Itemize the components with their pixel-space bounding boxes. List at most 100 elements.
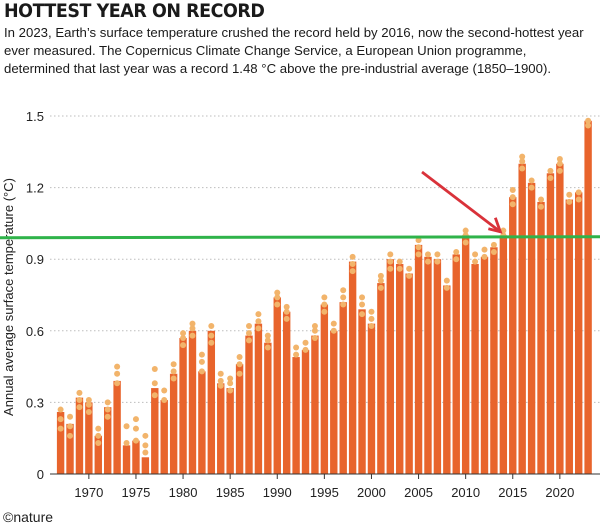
- bar: [141, 457, 150, 474]
- data-point: [114, 380, 121, 387]
- x-tick-label: 1970: [74, 485, 103, 500]
- x-tick-label: 1985: [216, 485, 245, 500]
- data-point: [264, 344, 271, 351]
- data-point: [114, 363, 121, 370]
- data-point: [255, 311, 262, 318]
- data-point: [114, 370, 121, 377]
- data-point: [76, 397, 83, 404]
- data-point: [528, 184, 535, 191]
- data-point: [180, 334, 187, 341]
- data-point: [509, 186, 516, 193]
- data-point: [462, 239, 469, 246]
- x-tick-label: 1975: [121, 485, 150, 500]
- data-point: [189, 325, 196, 332]
- bar: [461, 235, 470, 474]
- data-point: [462, 227, 469, 234]
- data-point: [481, 253, 488, 260]
- data-point: [170, 375, 177, 382]
- bar: [56, 411, 65, 474]
- dataset-dots: [57, 117, 592, 456]
- data-point: [424, 251, 431, 258]
- data-point: [538, 203, 545, 210]
- data-point: [566, 191, 573, 198]
- bar: [490, 247, 498, 474]
- data-point: [490, 241, 497, 248]
- data-point: [509, 194, 516, 201]
- data-point: [208, 339, 215, 346]
- bar: [509, 197, 517, 474]
- bar: [405, 273, 413, 474]
- data-point: [321, 301, 328, 308]
- data-point: [519, 158, 526, 165]
- data-point: [198, 358, 205, 365]
- bar: [122, 445, 131, 474]
- data-point: [368, 323, 375, 330]
- data-point: [236, 354, 243, 361]
- data-point: [283, 303, 290, 310]
- data-point: [387, 265, 394, 272]
- data-point: [95, 439, 102, 446]
- data-point: [227, 375, 234, 382]
- y-tick-label: 1.5: [26, 109, 44, 124]
- data-point: [330, 320, 337, 327]
- data-point: [293, 351, 300, 358]
- bar: [75, 397, 84, 474]
- arrow-shaft: [421, 170, 502, 233]
- data-point: [274, 294, 281, 301]
- data-point: [293, 344, 300, 351]
- bar: [367, 323, 376, 474]
- chart-title: HOTTEST YEAR ON RECORD: [4, 0, 265, 22]
- x-tick-label: 2010: [451, 485, 480, 500]
- bar: [85, 402, 93, 474]
- data-point: [85, 408, 92, 415]
- bar: [113, 380, 121, 474]
- y-tick-label: 0.9: [26, 252, 44, 267]
- data-point: [76, 389, 83, 396]
- data-point: [151, 380, 158, 387]
- bar: [160, 400, 168, 474]
- data-point: [434, 251, 441, 258]
- bar: [273, 297, 281, 474]
- arrow-head: [488, 217, 503, 234]
- data-point: [104, 413, 111, 420]
- data-point: [330, 327, 337, 334]
- data-point: [274, 301, 281, 308]
- bar: [254, 323, 263, 474]
- bar: [565, 199, 573, 475]
- data-point: [359, 311, 366, 318]
- x-tick-label: 2000: [357, 485, 386, 500]
- data-point: [246, 337, 252, 344]
- data-point: [321, 308, 328, 315]
- bar: [575, 192, 583, 474]
- bar: [518, 163, 526, 474]
- data-point: [180, 342, 187, 349]
- data-point: [170, 361, 177, 368]
- data-point: [142, 449, 149, 456]
- data-point: [217, 382, 224, 389]
- data-point: [396, 265, 403, 272]
- data-point: [208, 323, 215, 330]
- x-tick-label: 1990: [263, 485, 292, 500]
- data-point: [481, 246, 488, 253]
- bar: [207, 330, 216, 474]
- data-point: [57, 425, 64, 432]
- data-point: [321, 294, 328, 301]
- data-point: [519, 153, 526, 160]
- data-point: [575, 189, 582, 196]
- data-point: [302, 346, 309, 353]
- data-point: [180, 330, 187, 337]
- data-point: [528, 177, 535, 184]
- data-point: [311, 327, 318, 334]
- bar: [424, 256, 432, 474]
- data-point: [472, 258, 479, 265]
- data-point: [151, 365, 158, 372]
- bar: [94, 435, 102, 474]
- bar: [217, 383, 225, 474]
- y-tick-label: 0.6: [26, 324, 44, 339]
- data-point: [585, 117, 592, 124]
- bar: [414, 244, 423, 474]
- y-tick-label: 1.2: [26, 181, 44, 196]
- bar: [282, 311, 291, 474]
- bar: [235, 364, 244, 474]
